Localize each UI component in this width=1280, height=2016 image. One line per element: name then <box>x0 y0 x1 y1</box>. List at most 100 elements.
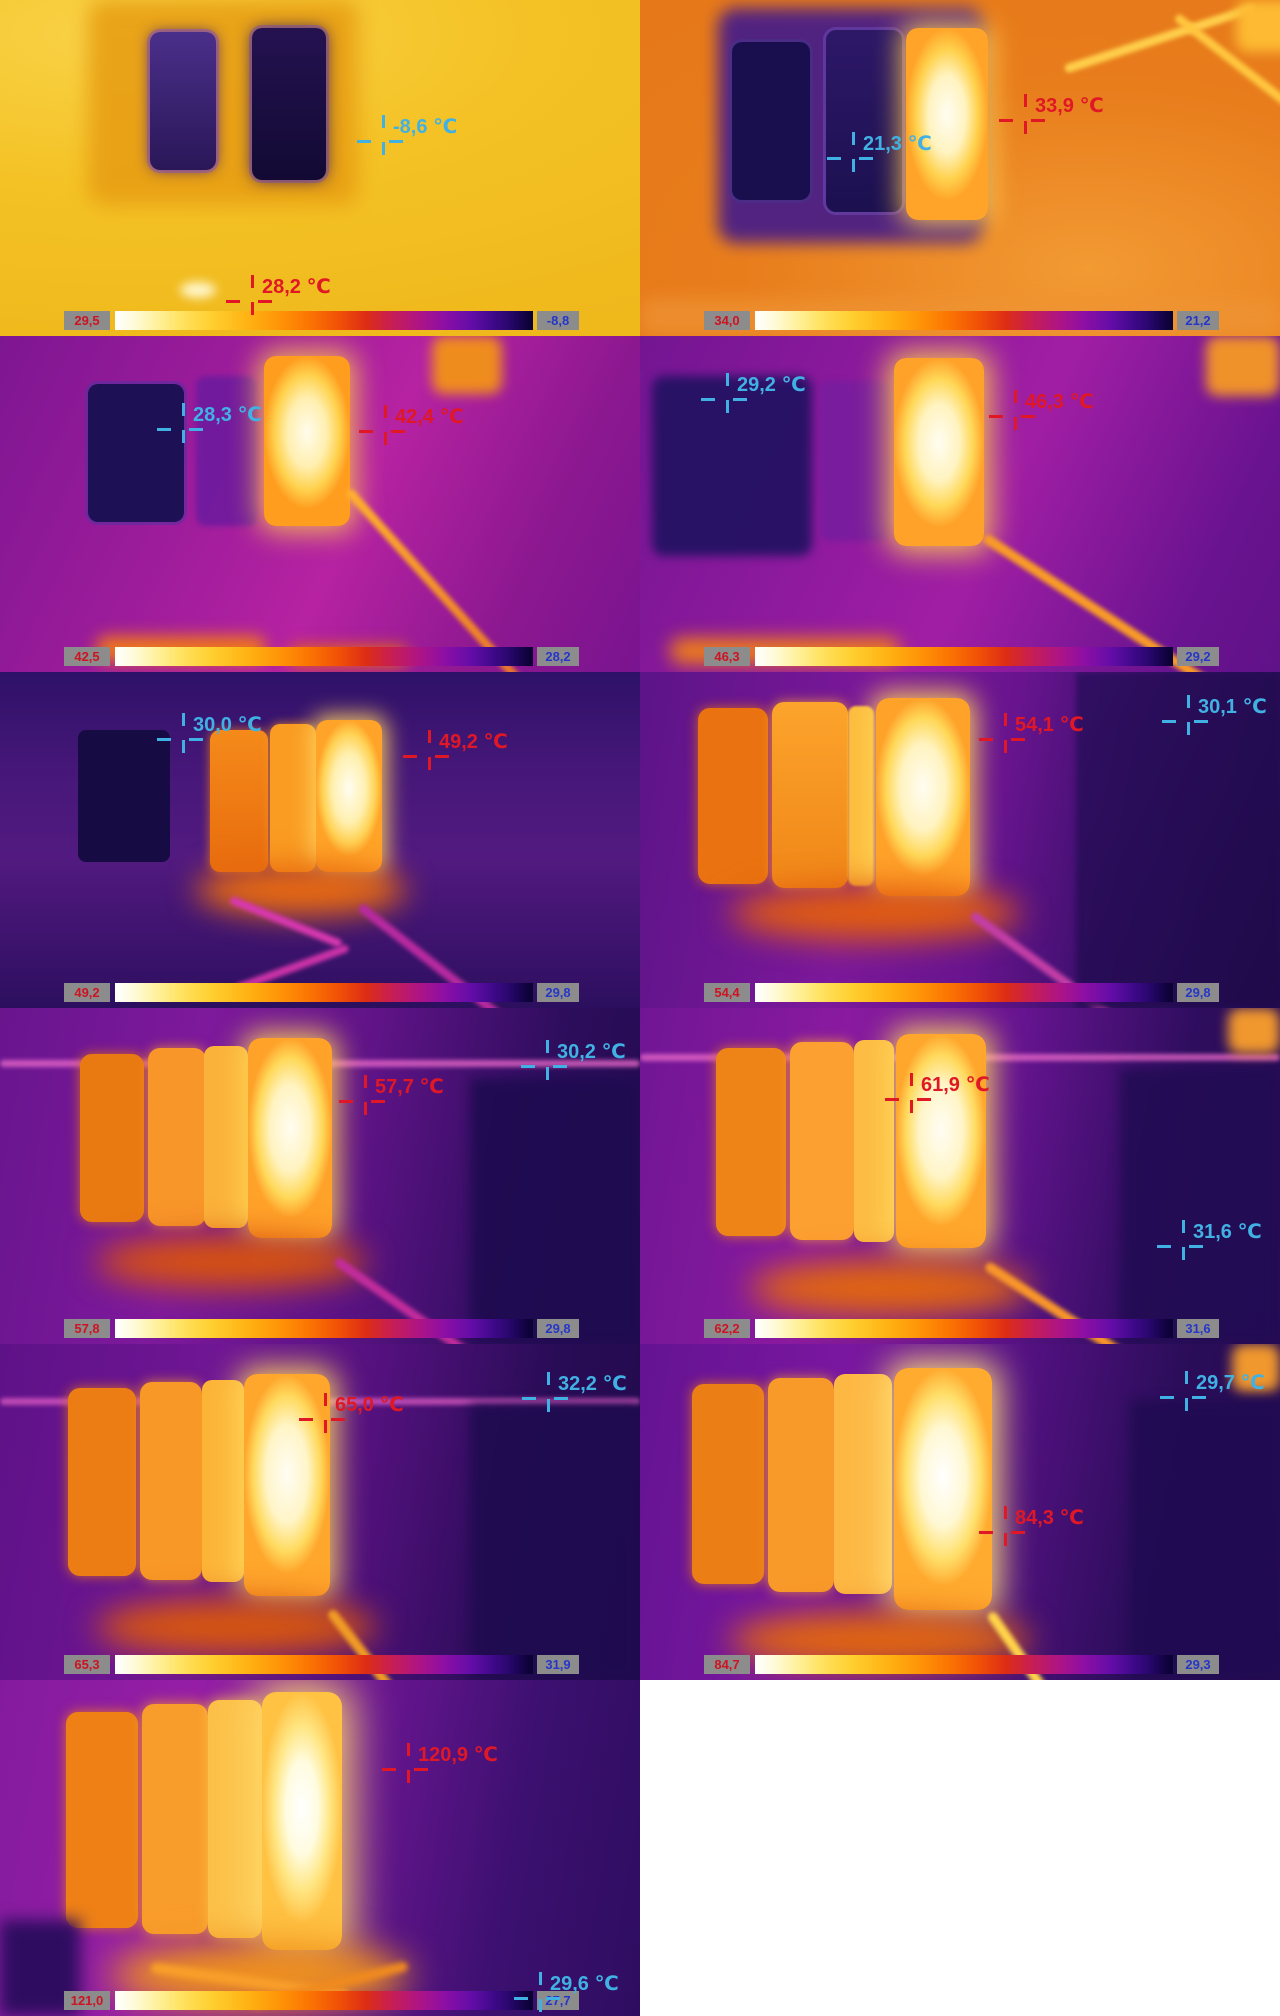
temperature-scale-bar: 34,0 21,2 <box>640 311 1280 330</box>
scale-max-label: 121,0 <box>64 1991 110 2010</box>
crosshair-icon <box>251 275 254 288</box>
crosshair-icon <box>382 1768 396 1771</box>
crosshair-icon <box>554 1397 568 1400</box>
crosshair-icon <box>546 1997 560 2000</box>
scale-max-label: 29,5 <box>64 311 110 330</box>
thermal-scene <box>0 1008 640 1344</box>
temperature-scale-bar: 62,2 31,6 <box>640 1319 1280 1338</box>
crosshair-icon <box>407 1770 410 1783</box>
crosshair-icon <box>1014 417 1017 430</box>
palette-gradient <box>755 1319 1173 1338</box>
scale-max-label: 84,7 <box>704 1655 750 1674</box>
crosshair-icon <box>1011 738 1025 741</box>
capacitor-blob <box>148 1048 206 1226</box>
temperature-scale-bar: 57,8 29,8 <box>0 1319 640 1338</box>
crosshair-icon <box>1187 722 1190 735</box>
capacitor-blob <box>204 1046 248 1228</box>
crosshair-icon <box>1004 1506 1007 1519</box>
crosshair-icon <box>1157 1245 1171 1248</box>
crosshair-icon <box>1182 1247 1185 1260</box>
crosshair-icon <box>364 1102 367 1115</box>
battery-hot-blob <box>894 358 984 546</box>
crosshair-icon <box>989 415 1003 418</box>
capacitor-hot-blob <box>262 1692 342 1950</box>
crosshair-icon <box>391 430 405 433</box>
thermal-scene <box>640 336 1280 672</box>
crosshair-icon <box>324 1420 327 1433</box>
temperature-scale-bar: 84,7 29,3 <box>640 1655 1280 1674</box>
crosshair-icon <box>182 713 185 726</box>
spot-temperature: 33,9 ℃ <box>1035 95 1104 117</box>
spot-temperature: 30,1 ℃ <box>1198 696 1267 718</box>
crosshair-icon <box>827 157 841 160</box>
cold-region <box>652 376 812 556</box>
scale-min-label: 29,8 <box>537 1319 579 1338</box>
capacitor-blob <box>66 1712 138 1928</box>
crosshair-icon <box>1187 695 1190 708</box>
spot-temperature: 120,9 ℃ <box>418 1744 498 1766</box>
capacitor-blob <box>210 730 268 872</box>
crosshair-icon <box>428 730 431 743</box>
crosshair-icon <box>407 1743 410 1756</box>
battery-warm-blob <box>820 381 890 541</box>
capacitor-hot-blob <box>896 1034 986 1248</box>
battery-cold-blob <box>826 30 902 212</box>
spot-temperature: 31,6 ℃ <box>1193 1221 1262 1243</box>
empty-slot <box>640 1680 1280 2016</box>
spot-temperature: 30,0 ℃ <box>193 714 262 736</box>
cold-region <box>470 1078 640 1344</box>
temperature-scale-bar: 46,3 29,2 <box>640 647 1280 666</box>
crosshair-icon <box>733 398 747 401</box>
temperature-scale-bar: 49,2 29,8 <box>0 983 640 1002</box>
capacitor-blob <box>768 1378 834 1592</box>
thermal-image: 120,9 ℃ 29,6 ℃ 121,0 27,7 <box>0 1680 640 2016</box>
crosshair-icon <box>1024 121 1027 134</box>
capacitor-blob <box>772 702 848 888</box>
crosshair-icon <box>1004 1533 1007 1546</box>
capacitor-blob <box>692 1384 764 1584</box>
palette-gradient <box>115 647 533 666</box>
crosshair-icon <box>852 132 855 145</box>
crosshair-icon <box>1021 415 1035 418</box>
cable-bundle-blob <box>1232 1344 1280 1392</box>
spot-temperature: 54,1 ℃ <box>1015 714 1084 736</box>
spot-temperature: 29,6 ℃ <box>550 1973 619 1995</box>
warm-glow <box>96 1236 366 1288</box>
crosshair-icon <box>324 1393 327 1406</box>
temperature-scale-bar: 54,4 29,8 <box>640 983 1280 1002</box>
thermal-scene <box>0 672 640 1008</box>
cold-region <box>78 730 170 862</box>
thermal-image: 28,3 ℃ 42,4 ℃ 42,5 28,2 <box>0 336 640 672</box>
crosshair-icon <box>389 140 403 143</box>
crosshair-icon <box>331 1418 345 1421</box>
crosshair-icon <box>428 757 431 770</box>
palette-gradient <box>115 983 533 1002</box>
capacitor-hot-blob <box>894 1368 992 1610</box>
capacitor-blob <box>854 1040 894 1242</box>
crosshair-icon <box>910 1100 913 1113</box>
crosshair-icon <box>514 1997 528 2000</box>
crosshair-icon <box>885 1098 899 1101</box>
crosshair-icon <box>1192 1396 1206 1399</box>
thermal-image: -8,6 ℃ 28,2 ℃ 29,5 -8,8 <box>0 0 640 336</box>
scale-min-label: 29,3 <box>1177 1655 1219 1674</box>
crosshair-icon <box>979 738 993 741</box>
crosshair-icon <box>852 159 855 172</box>
thermal-scene <box>0 1344 640 1680</box>
capacitor-blob <box>790 1042 854 1240</box>
crosshair-icon <box>539 1972 542 1985</box>
crosshair-icon <box>546 1040 549 1053</box>
thermal-scene <box>0 336 640 672</box>
battery-warm-blob <box>196 376 258 526</box>
capacitor-blob <box>834 1374 892 1594</box>
battery-cold-blob <box>88 384 184 522</box>
spot-temperature: 65,0 ℃ <box>335 1394 404 1416</box>
crosshair-icon <box>189 428 203 431</box>
crosshair-icon <box>414 1768 428 1771</box>
thermal-image: 57,7 ℃ 30,2 ℃ 57,8 29,8 <box>0 1008 640 1344</box>
thermal-image: 29,2 ℃ 46,3 ℃ 46,3 29,2 <box>640 336 1280 672</box>
crosshair-icon <box>189 738 203 741</box>
capacitor-blob <box>270 724 316 872</box>
crosshair-icon <box>258 300 272 303</box>
